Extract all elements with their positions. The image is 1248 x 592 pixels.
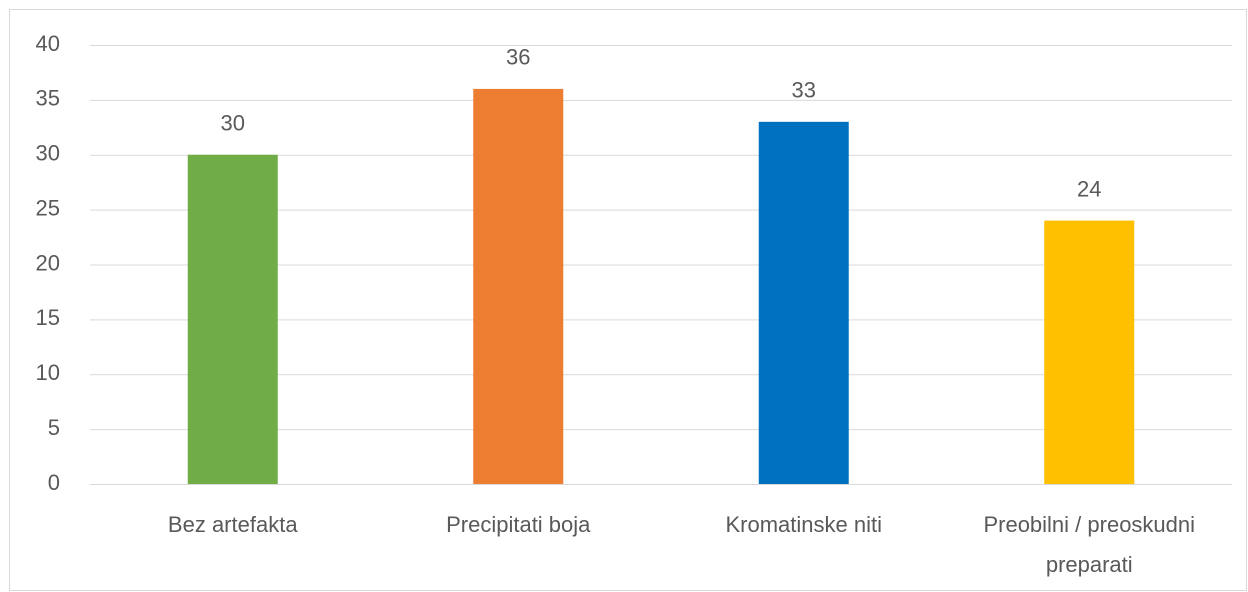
chart-border [9, 9, 1247, 591]
y-tick-label: 15 [36, 305, 60, 330]
x-tick-label: Precipitati boja [446, 512, 591, 537]
data-label: 30 [221, 111, 245, 136]
data-label: 36 [506, 45, 530, 70]
y-tick-label: 10 [36, 360, 60, 385]
x-tick-label: Preobilni / preoskudni preparati [983, 512, 1196, 577]
bar [187, 154, 278, 484]
x-tick-label: Bez artefakta [167, 512, 298, 537]
y-tick-label: 35 [36, 86, 60, 111]
y-tick-label: 5 [48, 415, 60, 440]
y-tick-label: 20 [36, 250, 60, 275]
bar [473, 88, 564, 485]
y-tick-label: 40 [36, 31, 60, 56]
y-tick-label: 0 [48, 470, 60, 495]
bar [1044, 220, 1135, 484]
bar [758, 121, 849, 484]
y-tick-label: 30 [36, 141, 60, 166]
y-tick-label: 25 [36, 195, 60, 220]
x-tick-label: Kromatinske niti [725, 512, 882, 537]
data-label: 24 [1077, 176, 1101, 201]
data-label: 33 [792, 78, 816, 103]
